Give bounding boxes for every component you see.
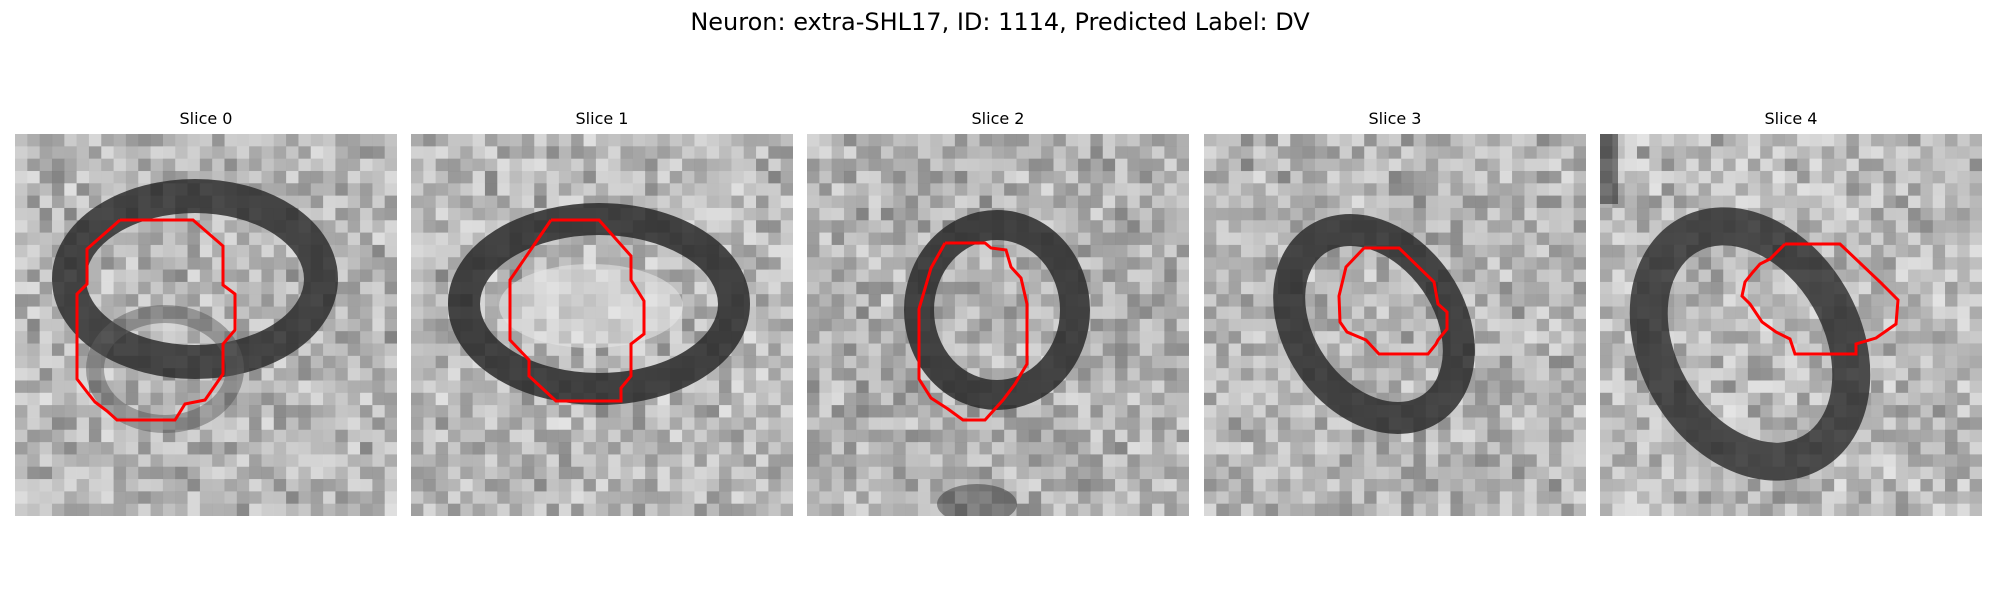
slice-3-image [1204, 134, 1586, 516]
slice-1-image [411, 134, 793, 516]
slice-2-image [807, 134, 1189, 516]
figure-title: Neuron: extra-SHL17, ID: 1114, Predicted… [0, 6, 2000, 38]
slice-1-title: Slice 1 [411, 108, 793, 130]
slice-panel-3: Slice 3 [1204, 108, 1586, 518]
slice-4-title: Slice 4 [1600, 108, 1982, 130]
slice-2-texture [807, 134, 1189, 516]
slice-3-title: Slice 3 [1204, 108, 1586, 130]
slice-3-texture [1204, 134, 1586, 516]
slice-panel-0: Slice 0 [15, 108, 397, 518]
slice-panel-1: Slice 1 [411, 108, 793, 518]
slice-0-image [15, 134, 397, 516]
slice-2-title: Slice 2 [807, 108, 1189, 130]
slice-4-image [1600, 134, 1982, 516]
slice-panel-4: Slice 4 [1600, 108, 1982, 518]
slice-0-title: Slice 0 [15, 108, 397, 130]
slice-panel-2: Slice 2 [807, 108, 1189, 518]
